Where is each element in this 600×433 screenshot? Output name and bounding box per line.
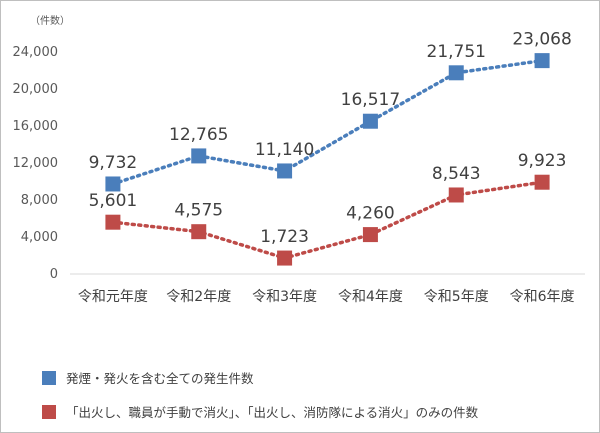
x-tick-label: 令和4年度 xyxy=(338,289,403,305)
data-label: 9,923 xyxy=(518,151,567,171)
data-point-marker xyxy=(362,227,378,243)
data-label: 4,260 xyxy=(346,204,395,224)
legend-swatch-blue xyxy=(42,370,56,385)
data-label: 8,543 xyxy=(432,164,481,184)
x-tick-label: 令和元年度 xyxy=(78,289,148,305)
legend-item-fire-incidents: 「出火し、職員が手動で消火」、「出火し、消防隊による消火」のみの件数 xyxy=(42,402,478,421)
y-tick-label: 20,000 xyxy=(13,82,59,97)
y-tick-label: 4,000 xyxy=(21,230,58,245)
x-tick-label: 令和3年度 xyxy=(252,289,317,305)
data-label: 12,765 xyxy=(169,125,228,145)
legend-item-all-incidents: 発煙・発火を含む全ての発生件数 xyxy=(42,368,254,387)
data-point-marker xyxy=(191,224,207,240)
data-label: 9,732 xyxy=(89,153,138,173)
data-point-marker xyxy=(448,187,464,203)
data-label: 11,140 xyxy=(255,140,314,160)
data-point-marker xyxy=(534,53,550,69)
y-tick-label: 16,000 xyxy=(13,119,59,134)
legend-label: 「出火し、職員が手動で消火」、「出火し、消防隊による消火」のみの件数 xyxy=(66,405,479,420)
data-point-marker xyxy=(105,176,121,192)
x-tick-label: 令和5年度 xyxy=(424,289,489,305)
data-point-marker xyxy=(105,214,121,230)
series-line-0 xyxy=(111,58,544,186)
y-tick-label: 0 xyxy=(50,267,58,282)
y-tick-label: 24,000 xyxy=(13,45,59,60)
legend-swatch-red xyxy=(42,404,56,419)
data-label: 23,068 xyxy=(512,30,571,50)
y-tick-label: 12,000 xyxy=(13,156,59,171)
data-label: 5,601 xyxy=(89,191,138,211)
data-point-marker xyxy=(191,148,207,164)
data-label: 21,751 xyxy=(427,42,486,62)
data-label: 1,723 xyxy=(260,227,309,247)
y-axis-unit: （件数） xyxy=(30,14,70,27)
data-point-marker xyxy=(534,174,550,190)
data-point-marker xyxy=(448,65,464,81)
data-label: 4,575 xyxy=(174,201,223,221)
x-tick-label: 令和6年度 xyxy=(510,289,575,305)
data-label: 16,517 xyxy=(341,90,400,110)
y-tick-label: 8,000 xyxy=(21,193,58,208)
data-point-marker xyxy=(277,163,293,179)
series-line-1 xyxy=(111,180,544,260)
data-point-marker xyxy=(277,250,293,266)
legend-label: 発煙・発火を含む全ての発生件数 xyxy=(66,371,254,386)
data-point-marker xyxy=(362,113,378,129)
x-tick-label: 令和2年度 xyxy=(166,289,231,305)
